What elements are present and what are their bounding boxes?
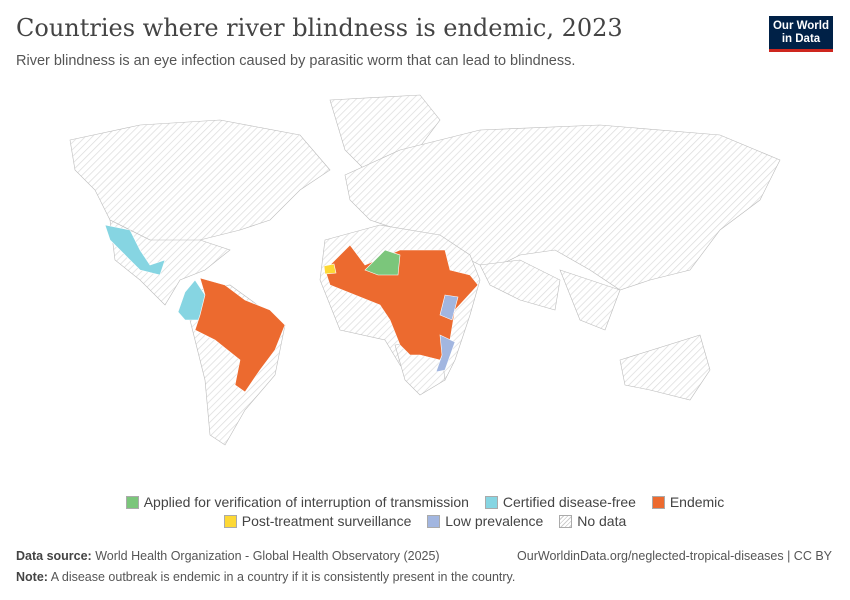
legend-item-endemic[interactable]: Endemic <box>651 494 725 510</box>
legend-swatch <box>559 514 573 528</box>
note-text: A disease outbreak is endemic in a count… <box>50 570 516 584</box>
legend-label: No data <box>577 513 627 529</box>
legend-label: Applied for verification of interruption… <box>143 494 469 510</box>
region-applied-niger <box>364 249 401 276</box>
chart-subtitle: River blindness is an eye infection caus… <box>16 53 576 69</box>
legend-item-applied[interactable]: Applied for verification of interruption… <box>125 494 469 510</box>
reported-regions <box>104 224 479 393</box>
region-certified-mexico <box>104 224 166 276</box>
legend-swatch <box>427 514 441 528</box>
legend-item-low[interactable]: Low prevalence <box>427 513 543 529</box>
region-low-east-africa <box>439 294 459 321</box>
legend-row-2: Post-treatment surveillance Low prevalen… <box>0 513 850 531</box>
data-source: Data source: World Health Organization -… <box>16 549 440 563</box>
legend-item-no-data[interactable]: No data <box>559 513 626 529</box>
legend-label: Certified disease-free <box>502 494 636 510</box>
region-low-malawi-mozambique <box>435 334 456 373</box>
legend-swatch <box>651 495 665 509</box>
source-label: Data source: <box>16 549 92 563</box>
region-surveillance-senegal <box>323 263 337 275</box>
owid-logo[interactable]: Our World in Data <box>769 16 833 52</box>
legend-swatch <box>223 514 237 528</box>
source-url[interactable]: OurWorldinData.org/neglected-tropical-di… <box>517 549 832 563</box>
region-endemic-africa <box>324 244 479 361</box>
source-text[interactable]: World Health Organization - Global Healt… <box>95 549 440 563</box>
legend-item-surveillance[interactable]: Post-treatment surveillance <box>223 513 412 529</box>
legend-swatch <box>125 495 139 509</box>
note-label: Note: <box>16 570 48 584</box>
legend-row-1: Applied for verification of interruption… <box>0 494 850 512</box>
note: Note: A disease outbreak is endemic in a… <box>16 570 515 584</box>
legend-item-certified[interactable]: Certified disease-free <box>484 494 636 510</box>
legend-label: Low prevalence <box>445 513 544 529</box>
legend-label: Post-treatment surveillance <box>241 513 412 529</box>
world-map <box>69 94 781 446</box>
chart-title: Countries where river blindness is endem… <box>16 14 623 42</box>
legend-label: Endemic <box>669 494 725 510</box>
region-endemic-south-america <box>194 277 286 393</box>
legend-swatch <box>484 495 498 509</box>
